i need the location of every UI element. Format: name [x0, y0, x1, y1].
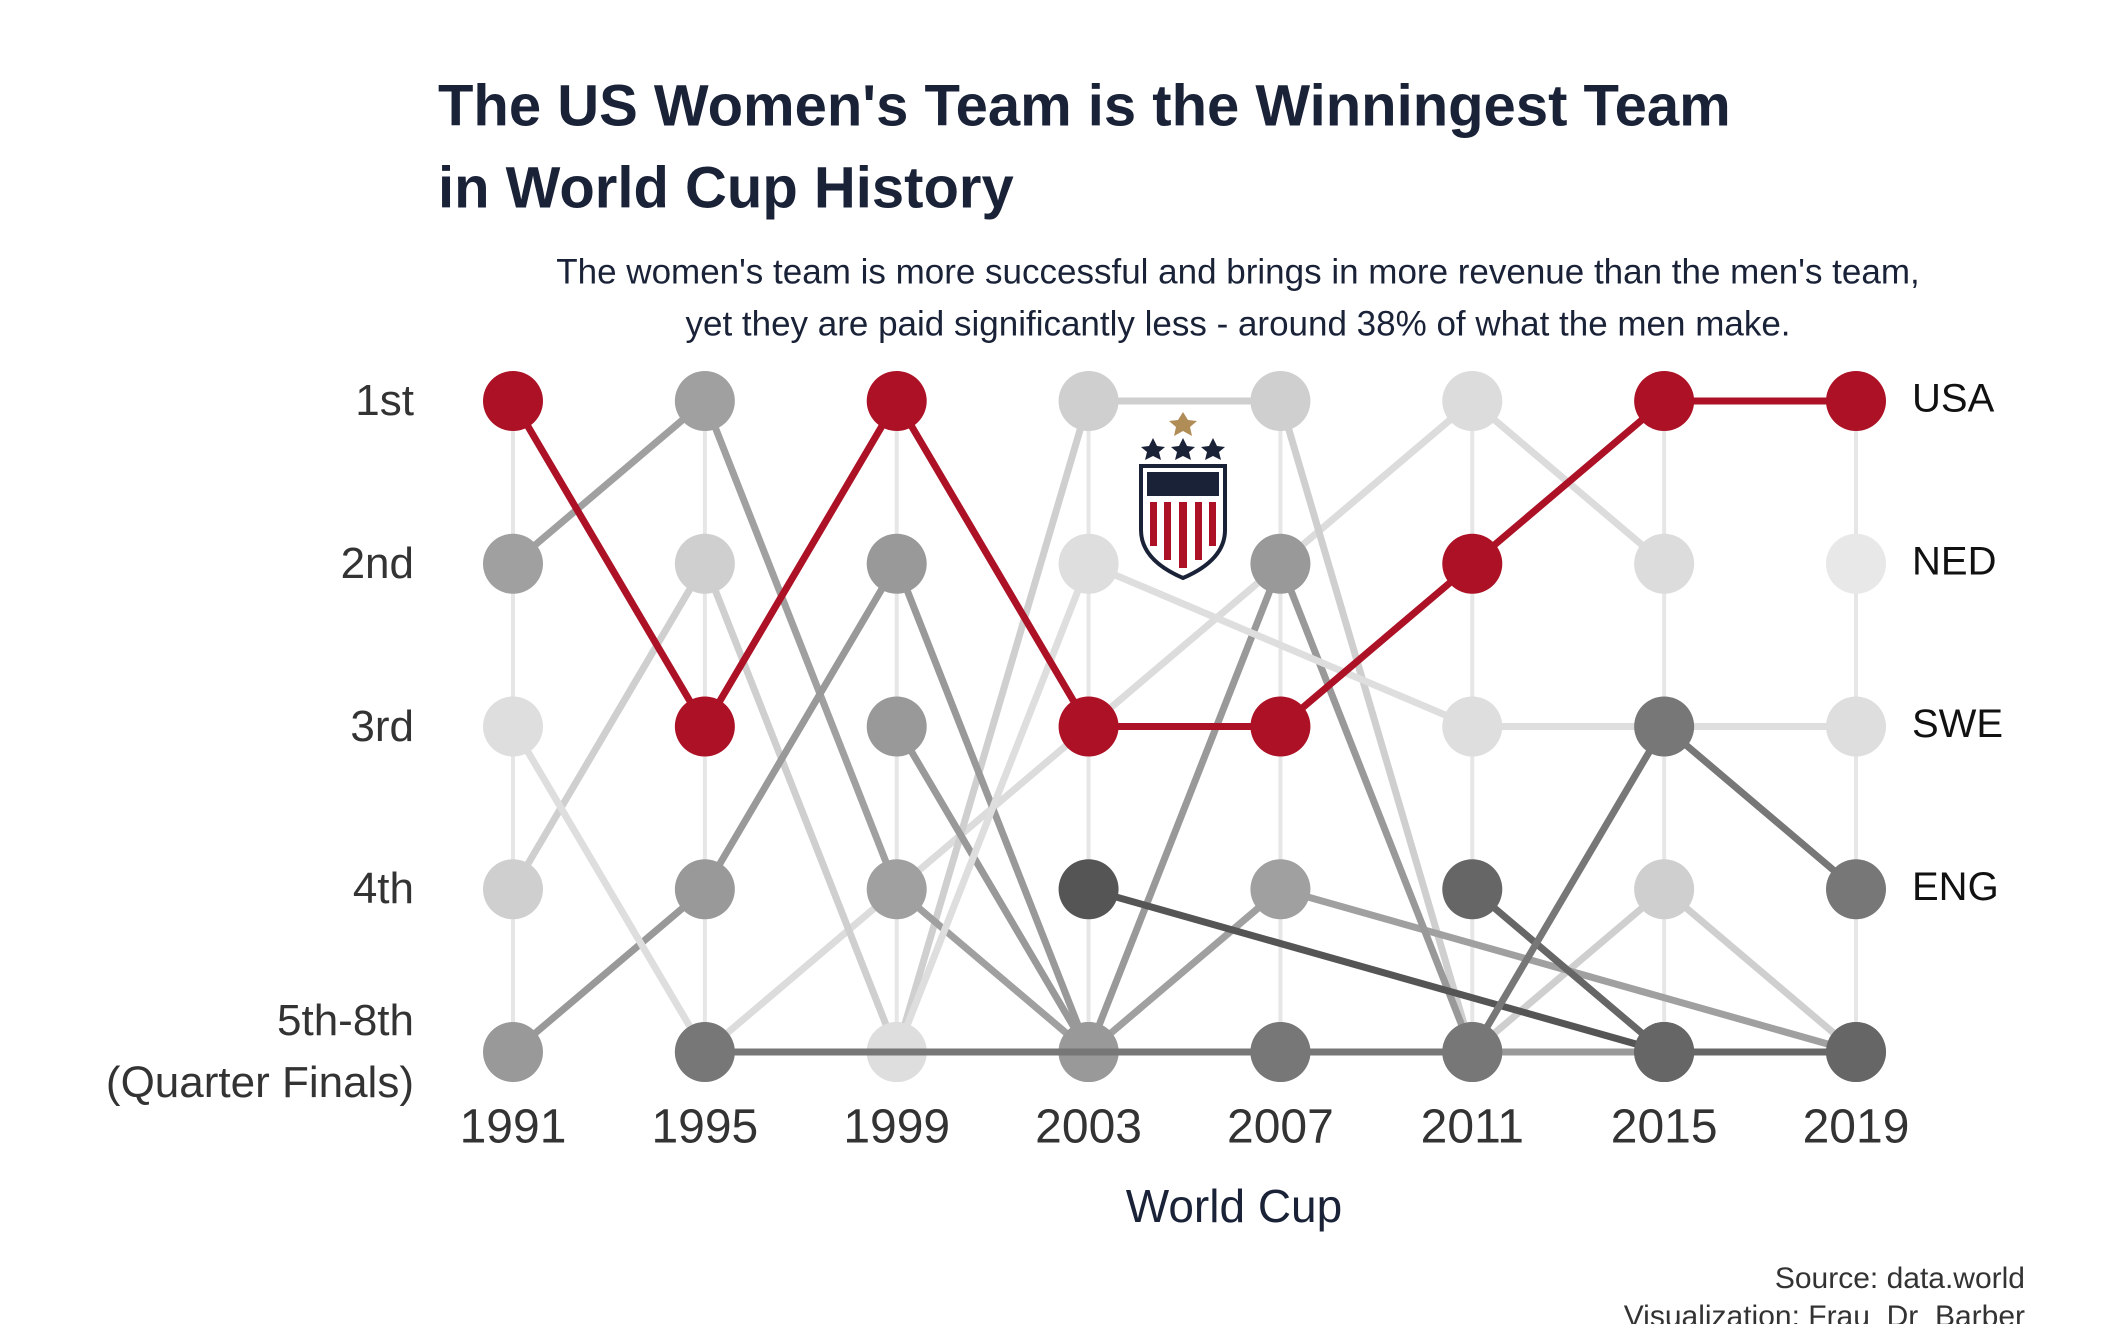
x-tick-label: 2003 [1035, 1101, 1142, 1154]
point [866, 859, 927, 920]
y-tick-label: 4th [352, 864, 414, 914]
y-tick-label: 2nd [340, 538, 414, 588]
series-line [509, 394, 1856, 734]
point [1826, 696, 1886, 757]
series-label: USA [1912, 377, 1995, 421]
series-label: NED [1912, 539, 1996, 583]
series-line [1087, 885, 1666, 1056]
point [866, 696, 927, 757]
crest-logo [1139, 412, 1227, 581]
x-tick-label: 1991 [460, 1101, 567, 1154]
series-line [509, 397, 1859, 1063]
point [1250, 859, 1311, 920]
series [674, 696, 1886, 1082]
point [1442, 533, 1503, 594]
x-tick-label: 1995 [651, 1101, 758, 1154]
chart-subtitle: yet they are paid significantly less - a… [685, 304, 1790, 343]
source: Visualization: Frau_Dr_Barber [1624, 1300, 2025, 1324]
x-tick-label: 2015 [1611, 1101, 1718, 1154]
point [483, 533, 543, 594]
series-line [509, 559, 1856, 1056]
point [674, 533, 735, 594]
x-axis-label: World Cup [1126, 1180, 1342, 1232]
point [1826, 1022, 1886, 1082]
y-tick-label: 1st [355, 376, 414, 425]
series-label: SWE [1912, 702, 2003, 746]
point [1826, 371, 1886, 431]
series-line [510, 395, 1857, 1057]
point [1442, 859, 1503, 920]
series [1826, 533, 1886, 594]
point [1058, 696, 1119, 757]
point [674, 859, 735, 920]
point [1058, 371, 1119, 431]
x-tick-label: 1999 [843, 1101, 950, 1154]
point [483, 1022, 543, 1082]
point [866, 533, 927, 594]
point [674, 696, 735, 757]
point [1250, 1022, 1311, 1082]
series [483, 371, 1886, 757]
series [1442, 859, 1886, 1082]
point [674, 371, 735, 431]
series-label: ENG [1912, 865, 1999, 909]
source: Source: data.world [1775, 1262, 2025, 1295]
point [1634, 696, 1695, 757]
chart-title: in World Cup History [438, 155, 1014, 220]
y-tick-label: 5th-8th (Quarter Finals) [105, 996, 414, 1107]
point [1058, 533, 1119, 594]
point [1634, 371, 1695, 431]
chart-subtitle: The women's team is more successful and … [556, 252, 1919, 291]
point [1634, 1022, 1695, 1082]
point [1442, 696, 1503, 757]
point [1826, 533, 1886, 594]
x-tick-label: 2019 [1803, 1101, 1910, 1154]
point [483, 371, 543, 431]
series-group [483, 371, 1886, 1082]
point [483, 859, 543, 920]
point [1250, 371, 1311, 431]
point [866, 371, 927, 431]
chart-title: The US Women's Team is the Winningest Te… [438, 73, 1731, 138]
point [1634, 533, 1695, 594]
y-tick-label: 3rd [350, 701, 414, 751]
point [1250, 533, 1311, 594]
point [1442, 1022, 1503, 1082]
point [483, 696, 543, 757]
x-tick-label: 2007 [1227, 1101, 1334, 1154]
point [1826, 859, 1886, 920]
point [674, 1022, 735, 1082]
point [1058, 859, 1119, 920]
point [1250, 696, 1311, 757]
x-tick-label: 2011 [1421, 1101, 1524, 1154]
series-line [893, 554, 1476, 1060]
point [1634, 859, 1695, 920]
point [1442, 371, 1503, 431]
